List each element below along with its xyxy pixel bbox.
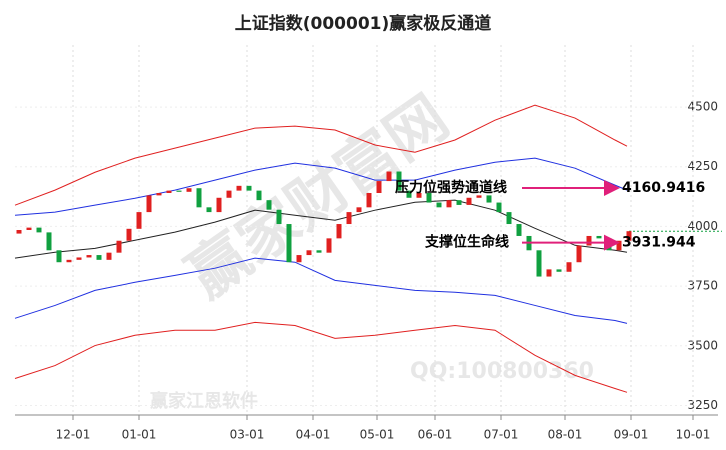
candle-body bbox=[46, 232, 52, 251]
candle-body bbox=[576, 245, 582, 263]
candle-body bbox=[76, 257, 82, 260]
candle-body bbox=[366, 193, 372, 208]
y-tick-label: 3500 bbox=[687, 338, 718, 352]
candle-body bbox=[66, 259, 72, 263]
candle-body bbox=[626, 231, 632, 241]
candle-body bbox=[296, 255, 302, 263]
candle-body bbox=[16, 230, 22, 234]
candle-body bbox=[336, 224, 342, 239]
candle-body bbox=[506, 212, 512, 225]
channel-line bbox=[14, 104, 628, 206]
candle-body bbox=[426, 193, 432, 203]
watermark: QQ:100800360 bbox=[410, 359, 594, 384]
candle-body bbox=[386, 171, 392, 182]
annotation-value: 3931.944 bbox=[622, 235, 696, 251]
candle-body bbox=[596, 235, 602, 239]
channel-line bbox=[14, 321, 628, 393]
annotation-text: 压力位强势通道线 bbox=[395, 179, 507, 196]
candle-body bbox=[356, 207, 362, 213]
candle-body bbox=[456, 200, 462, 205]
candle-body bbox=[186, 188, 192, 192]
candle-body bbox=[566, 262, 572, 272]
candle-body bbox=[586, 235, 592, 246]
watermark: 赢家江恩软件 bbox=[150, 390, 258, 412]
candle-body bbox=[226, 190, 232, 198]
candle-body bbox=[396, 171, 402, 191]
candle-body bbox=[436, 202, 442, 208]
candle-body bbox=[206, 207, 212, 213]
x-tick-label: 03-01 bbox=[230, 428, 265, 442]
y-tick-label: 3750 bbox=[687, 279, 718, 293]
candle-body bbox=[266, 200, 272, 210]
candle-body bbox=[176, 190, 182, 192]
candle-body bbox=[326, 238, 332, 253]
candle-body bbox=[96, 255, 102, 260]
candle-body bbox=[606, 238, 612, 251]
candle-body bbox=[256, 190, 262, 201]
candle-body bbox=[376, 181, 382, 193]
candle-body bbox=[196, 188, 202, 208]
x-tick-label: 05-01 bbox=[360, 428, 395, 442]
candle-body bbox=[156, 193, 162, 196]
y-tick-label: 4500 bbox=[687, 100, 718, 114]
candle-body bbox=[286, 224, 292, 263]
candle-body bbox=[166, 190, 172, 193]
candle-body bbox=[26, 227, 32, 230]
candle-body bbox=[416, 193, 422, 198]
x-tick-label: 04-01 bbox=[296, 428, 331, 442]
x-tick-label: 09-01 bbox=[614, 428, 649, 442]
candle-body bbox=[246, 185, 252, 191]
channel-line bbox=[14, 199, 628, 259]
candle-body bbox=[406, 190, 412, 198]
candle-body bbox=[86, 255, 92, 258]
x-tick-label: 08-01 bbox=[548, 428, 583, 442]
candle-body bbox=[486, 195, 492, 203]
y-tick-label: 4000 bbox=[687, 219, 718, 233]
candle-body bbox=[316, 250, 322, 253]
y-tick-label: 3250 bbox=[687, 398, 718, 412]
candle-body bbox=[476, 195, 482, 198]
candle-body bbox=[466, 197, 472, 205]
annotation-value: 4160.9416 bbox=[622, 180, 705, 196]
candle-body bbox=[136, 212, 142, 229]
x-tick-label: 06-01 bbox=[418, 428, 453, 442]
candle-body bbox=[126, 228, 132, 241]
candle-body bbox=[236, 185, 242, 191]
x-tick-label: 07-01 bbox=[484, 428, 519, 442]
candle-body bbox=[56, 250, 62, 263]
candle-body bbox=[516, 224, 522, 236]
candle-body bbox=[556, 269, 562, 272]
channel-line bbox=[14, 157, 628, 216]
candle-body bbox=[546, 269, 552, 277]
x-tick-label: 12-01 bbox=[56, 428, 91, 442]
candle-body bbox=[536, 250, 542, 277]
candle-body bbox=[116, 240, 122, 253]
candle-body bbox=[216, 197, 222, 213]
chart-title: 上证指数(000001)赢家极反通道 bbox=[235, 13, 492, 34]
y-tick-label: 4250 bbox=[687, 159, 718, 173]
candle-body bbox=[446, 200, 452, 208]
candle-body bbox=[306, 250, 312, 256]
candle-body bbox=[496, 202, 502, 213]
candle-body bbox=[346, 212, 352, 225]
candle-body bbox=[146, 195, 152, 213]
annotation-text: 支撑位生命线 bbox=[424, 234, 509, 251]
x-tick-label: 01-01 bbox=[122, 428, 157, 442]
candle-body bbox=[276, 209, 282, 225]
candle-body bbox=[106, 252, 112, 260]
candle-body bbox=[36, 227, 42, 233]
channel-line bbox=[14, 257, 628, 324]
x-tick-label: 10-01 bbox=[676, 428, 711, 442]
